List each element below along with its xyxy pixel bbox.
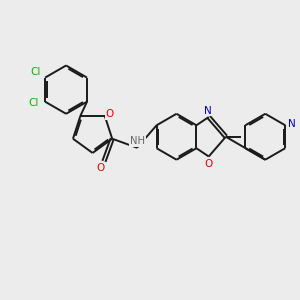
Text: NH: NH bbox=[130, 136, 145, 146]
Text: O: O bbox=[205, 158, 213, 169]
Text: Cl: Cl bbox=[29, 98, 39, 108]
Text: N: N bbox=[288, 119, 296, 129]
Text: O: O bbox=[106, 109, 114, 119]
Text: O: O bbox=[96, 163, 104, 173]
Text: N: N bbox=[204, 106, 212, 116]
Text: Cl: Cl bbox=[31, 67, 41, 77]
